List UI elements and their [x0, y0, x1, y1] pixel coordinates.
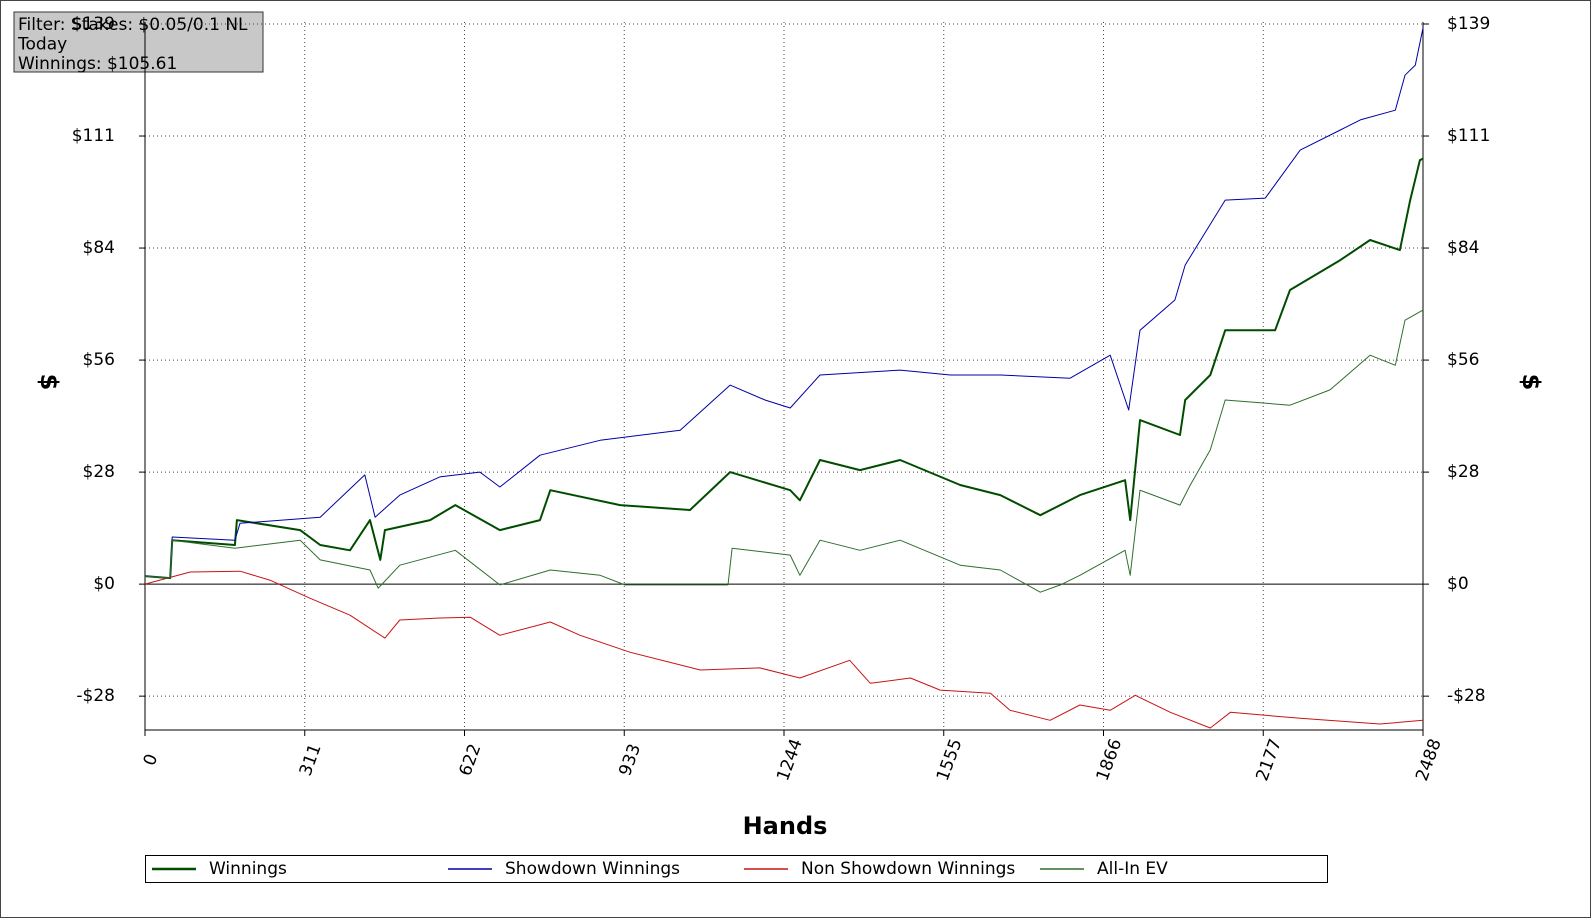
y2-axis-title: $: [1517, 374, 1545, 391]
info-line: Filter: Stakes: $0.05/0.1 NL: [18, 15, 248, 35]
series-line: [144, 309, 1424, 593]
y-tick-label: $28: [83, 462, 115, 482]
y-tick-label: $56: [83, 350, 115, 370]
legend-label: Winnings: [209, 859, 287, 879]
y-tick-label: $0: [93, 574, 115, 594]
legend-label: Non Showdown Winnings: [801, 859, 1015, 879]
y-axis-title: $: [35, 374, 63, 391]
y2-tick-label: $84: [1447, 238, 1479, 258]
y-tick-label: $111: [72, 126, 115, 146]
y-tick-label: $139: [72, 14, 115, 34]
series-line: [144, 157, 1424, 580]
info-background: [13, 11, 264, 73]
y2-tick-label: $0: [1447, 574, 1469, 594]
legend: [145, 855, 1328, 883]
y2-tick-label: $28: [1447, 462, 1479, 482]
info-box: Filter: Stakes: $0.05/0.1 NLTodayWinning…: [13, 11, 264, 74]
legend-label: Showdown Winnings: [505, 859, 680, 879]
y2-tick-label: $139: [1447, 14, 1490, 34]
info-line: Winnings: $105.61: [18, 54, 177, 74]
y-tick-label: -$28: [76, 686, 115, 706]
y-tick-label: $84: [83, 238, 115, 258]
y2-tick-label: $56: [1447, 350, 1479, 370]
legend-label: All-In EV: [1097, 859, 1168, 879]
y2-tick-label: -$28: [1447, 686, 1486, 706]
series-line: [144, 570, 1424, 729]
x-axis-title: Hands: [743, 812, 828, 840]
y2-tick-label: $111: [1447, 126, 1490, 146]
series-line: [144, 27, 1424, 579]
info-line: Today: [17, 35, 67, 55]
